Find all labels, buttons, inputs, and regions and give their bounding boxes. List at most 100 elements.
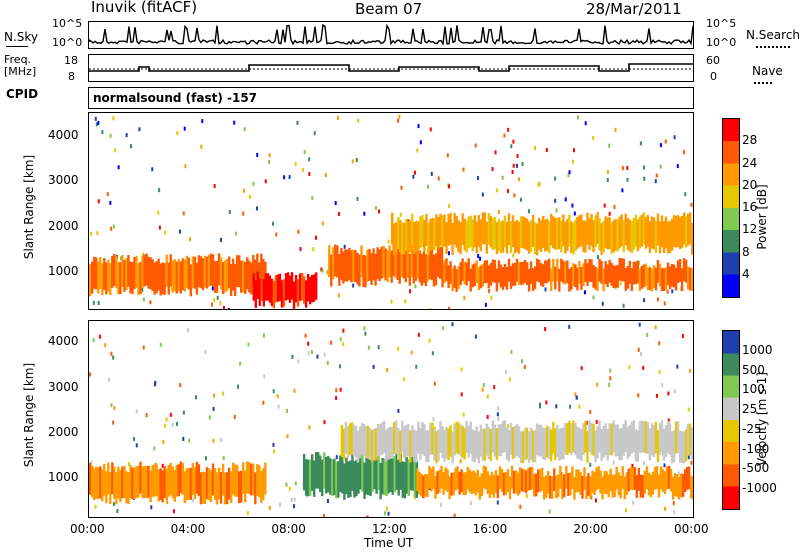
colorbar-tick: -100 [742, 441, 770, 456]
heatmap-cell [643, 298, 646, 303]
heatmap-cell [109, 133, 112, 138]
heatmap-band-cell [686, 266, 690, 290]
heatmap-band-cell [620, 214, 623, 247]
heatmap-band-cell [401, 420, 404, 453]
nsky-panel [88, 21, 694, 49]
heatmap-band-cell [666, 262, 670, 286]
heatmap-band-cell [495, 268, 499, 292]
heatmap-band-cell [485, 423, 489, 456]
heatmap-band-cell [329, 458, 332, 495]
heatmap-band-cell [95, 257, 98, 290]
heatmap-cell [335, 455, 338, 460]
heatmap-band-cell [562, 427, 565, 460]
heatmap-band-cell [521, 216, 525, 249]
heatmap-band-cell [147, 256, 150, 289]
heatmap-band-cell [344, 421, 348, 454]
heatmap-cell [654, 179, 657, 184]
heatmap-band-cell [571, 466, 574, 490]
heatmap-cell [501, 175, 504, 180]
heatmap-band-cell [606, 264, 609, 288]
heatmap-band-cell [557, 474, 560, 497]
heatmap-band-cell [580, 429, 583, 461]
heatmap-band-cell [648, 221, 652, 254]
heatmap-cell [342, 328, 345, 333]
heatmap-band-cell [523, 217, 527, 250]
heatmap-cell [182, 211, 185, 216]
heatmap-band-cell [562, 214, 565, 247]
heatmap-band-cell [550, 268, 553, 292]
heatmap-band-cell [157, 469, 160, 502]
heatmap-band-cell [602, 425, 605, 458]
heatmap-band-cell [428, 465, 431, 489]
heatmap-cell [597, 255, 600, 260]
heatmap-band-cell [407, 220, 410, 253]
heatmap-band-cell [369, 459, 372, 497]
x-tick-label: 04:00 [170, 522, 206, 536]
heatmap-band-cell [143, 466, 146, 499]
heatmap-band-cell [119, 262, 122, 295]
heatmap-band-cell [642, 212, 646, 245]
heatmap-cell [580, 366, 583, 371]
heatmap-cell [537, 183, 540, 188]
heatmap-band-cell [334, 244, 337, 277]
heatmap-band-cell [459, 222, 462, 254]
heatmap-band-cell [688, 212, 692, 245]
heatmap-band-cell [518, 467, 522, 491]
heatmap-cell [512, 253, 515, 258]
heatmap-band-cell [471, 429, 474, 462]
power-ytick-4000: 4000 [48, 128, 79, 142]
heatmap-band-cell [596, 426, 599, 459]
heatmap-band-cell [471, 264, 474, 288]
heatmap-band-cell [177, 464, 180, 497]
heatmap-cell [159, 342, 162, 347]
heatmap-band-cell [626, 217, 629, 250]
heatmap-band-cell [554, 428, 557, 461]
heatmap-cell [286, 408, 289, 413]
heatmap-band-cell [439, 420, 442, 453]
heatmap-band-cell [333, 458, 336, 496]
heatmap-band-cell [572, 263, 575, 287]
heatmap-band-cell [658, 423, 662, 456]
heatmap-band-cell [131, 262, 134, 295]
heatmap-band-cell [395, 222, 398, 255]
nsky-dash [6, 46, 28, 47]
heatmap-band-cell [608, 259, 611, 283]
nave-tick-high: 60 [706, 54, 720, 67]
heatmap-cell [164, 230, 167, 235]
heatmap-band-cell [560, 258, 563, 282]
heatmap-cell [272, 389, 275, 394]
heatmap-band-cell [362, 423, 366, 456]
heatmap-band-cell [426, 474, 429, 497]
heatmap-band-cell [244, 261, 247, 294]
colorbar-tick: 16 [742, 200, 758, 214]
heatmap-band-cell [242, 462, 245, 495]
heatmap-band-cell [589, 476, 592, 500]
heatmap-band-cell [352, 249, 355, 282]
heatmap-cell [544, 327, 547, 332]
heatmap-cell [335, 388, 338, 393]
heatmap-band-cell [179, 461, 182, 494]
heatmap-cell [516, 154, 519, 159]
heatmap-band-cell [364, 255, 367, 288]
heatmap-band-cell [662, 221, 666, 253]
heatmap-band-cell [480, 473, 483, 497]
heatmap-cell [135, 443, 138, 448]
heatmap-band-cell [262, 258, 265, 291]
heatmap-band-cell [451, 268, 454, 292]
heatmap-band-cell [375, 457, 378, 494]
heatmap-band-cell [455, 269, 458, 292]
heatmap-cell [432, 417, 435, 422]
heatmap-cell [687, 407, 690, 412]
heatmap-band-cell [332, 247, 335, 280]
heatmap-cell [205, 456, 208, 461]
heatmap-band-cell [679, 474, 683, 498]
heatmap-band-cell [367, 458, 370, 496]
velocity-colorbar-label: Velocity [m s-1] [755, 372, 769, 466]
heatmap-cell [390, 299, 393, 304]
heatmap-band-cell [578, 215, 581, 248]
heatmap-band-cell [606, 217, 609, 250]
heatmap-band-cell [493, 216, 497, 249]
heatmap-band-cell [685, 467, 689, 490]
heatmap-band-cell [343, 463, 346, 500]
heatmap-cell [658, 341, 661, 346]
